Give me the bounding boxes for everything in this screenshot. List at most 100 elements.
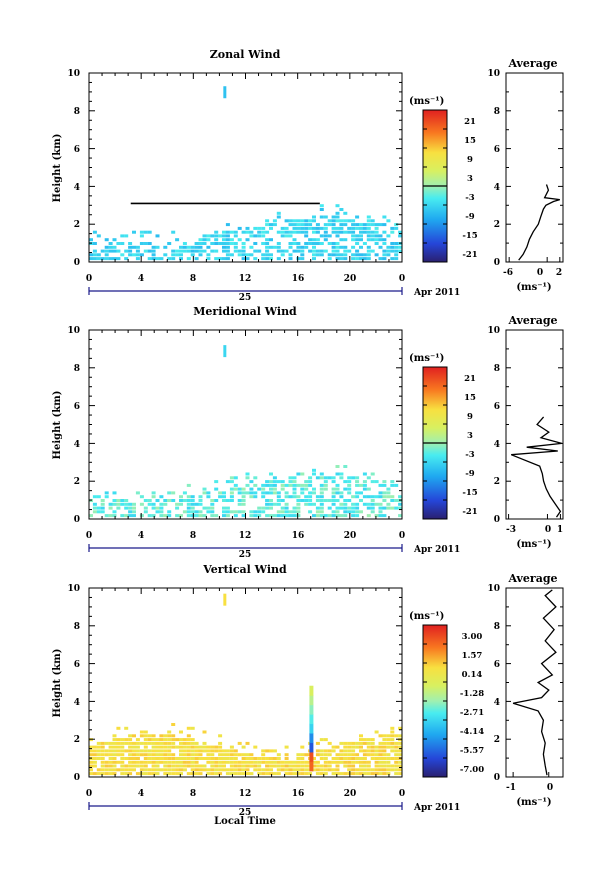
heatmap-cell xyxy=(276,495,281,499)
profile-y-tick-label: 8 xyxy=(494,107,500,117)
colorbar-tick-label: -21 xyxy=(462,507,477,517)
heatmap-cell xyxy=(120,242,125,245)
heatmap-cell xyxy=(135,253,140,257)
heatmap-cell xyxy=(186,499,191,502)
heatmap-cell xyxy=(214,772,219,776)
heatmap-cell xyxy=(309,723,314,734)
heatmap-cell xyxy=(245,476,250,480)
profile-y-tick-label: 8 xyxy=(494,622,500,632)
heatmap-cell xyxy=(167,764,172,768)
heatmap-cell xyxy=(300,760,305,764)
heatmap-cell xyxy=(378,741,383,745)
profile-frame xyxy=(505,587,564,778)
heatmap-cell xyxy=(175,760,180,764)
heatmap-cell xyxy=(124,502,129,506)
heatmap-cell xyxy=(143,745,148,749)
heatmap-cell xyxy=(194,757,199,760)
heatmap-cell xyxy=(92,506,97,510)
heatmap-cell xyxy=(128,245,133,249)
heatmap-cell xyxy=(237,741,242,745)
heatmap-cell xyxy=(96,741,101,745)
heatmap-cell xyxy=(351,506,356,510)
heatmap-cell xyxy=(233,772,238,776)
heatmap-cell xyxy=(323,749,328,753)
heatmap-cell xyxy=(186,760,191,764)
heatmap-cell xyxy=(253,745,258,749)
heatmap-cell xyxy=(108,768,113,772)
heatmap-cell xyxy=(128,506,133,510)
heatmap-cell xyxy=(135,764,140,768)
month-label: Apr 2011 xyxy=(413,288,460,298)
heatmap-cell xyxy=(261,491,266,495)
heatmap-cell xyxy=(92,745,97,749)
heatmap-cell xyxy=(249,757,254,760)
heatmap-cell xyxy=(300,483,305,487)
heatmap-cell xyxy=(390,245,395,249)
heatmap-cell xyxy=(198,253,203,257)
heatmap-cell xyxy=(359,238,363,242)
heatmap-cell xyxy=(257,230,262,234)
heatmap-cell xyxy=(382,753,387,757)
heatmap-cell xyxy=(194,764,199,768)
heatmap-cell xyxy=(378,514,383,518)
heatmap-cell xyxy=(120,760,125,764)
heatmap-cell xyxy=(335,257,340,261)
heatmap-cell xyxy=(309,742,314,753)
heatmap-cell xyxy=(151,745,156,749)
heatmap-cell xyxy=(261,772,266,776)
heatmap-cell xyxy=(292,226,297,230)
heatmap-cell xyxy=(300,219,305,223)
heatmap-cell xyxy=(225,749,230,753)
heatmap-cell xyxy=(390,757,395,760)
heatmap-cell xyxy=(300,230,305,234)
heatmap-cell xyxy=(366,514,371,518)
heatmap-cell xyxy=(261,495,266,499)
heatmap-cell xyxy=(124,741,129,745)
colorbar-tick-label: -2.71 xyxy=(460,708,484,718)
heatmap-cell xyxy=(347,499,352,502)
heatmap-cell xyxy=(339,472,344,476)
heatmap-cell xyxy=(359,483,363,487)
heatmap-cell xyxy=(351,741,356,745)
x-tick-label: 8 xyxy=(190,531,196,541)
heatmap-cell xyxy=(159,741,164,745)
heatmap-cell xyxy=(339,491,344,495)
heatmap-cell xyxy=(132,753,136,757)
heatmap-cell xyxy=(378,749,383,753)
heatmap-cell xyxy=(241,753,246,757)
heatmap-cell xyxy=(315,249,320,253)
heatmap-cell xyxy=(241,499,246,502)
heatmap-cell xyxy=(386,764,391,768)
heatmap-cell xyxy=(296,483,301,487)
heatmap-cell xyxy=(359,741,363,745)
heatmap-cell xyxy=(331,760,336,764)
heatmap-cell xyxy=(362,741,367,745)
heatmap-cell xyxy=(315,764,320,768)
heatmap-cell xyxy=(143,738,148,742)
heatmap-cell xyxy=(362,230,367,234)
heatmap-cell xyxy=(296,226,301,230)
heatmap-cell xyxy=(327,506,332,510)
heatmap-cell xyxy=(296,506,301,510)
plot-frame xyxy=(88,329,403,520)
heatmap-cell xyxy=(351,223,356,227)
heatmap-cell xyxy=(198,242,203,245)
heatmap-cell xyxy=(206,238,211,242)
heatmap-cell xyxy=(265,757,270,760)
heatmap-cell xyxy=(359,734,363,738)
heatmap-cell xyxy=(171,772,176,776)
heatmap-cell xyxy=(378,234,383,238)
heatmap-cell xyxy=(108,242,113,245)
heatmap-cell xyxy=(104,238,109,242)
heatmap-cell xyxy=(374,238,379,242)
heatmap-cell xyxy=(319,242,324,245)
colorbar-ticks xyxy=(423,643,447,759)
heatmap-cell xyxy=(253,514,258,518)
heatmap-cell xyxy=(116,753,121,757)
heatmap-cell xyxy=(163,757,168,760)
heatmap-cell xyxy=(210,234,215,238)
heatmap-cell xyxy=(202,745,207,749)
heatmap-cell xyxy=(112,764,117,768)
heatmap-cell xyxy=(327,223,332,227)
heatmap-cell xyxy=(116,749,121,753)
